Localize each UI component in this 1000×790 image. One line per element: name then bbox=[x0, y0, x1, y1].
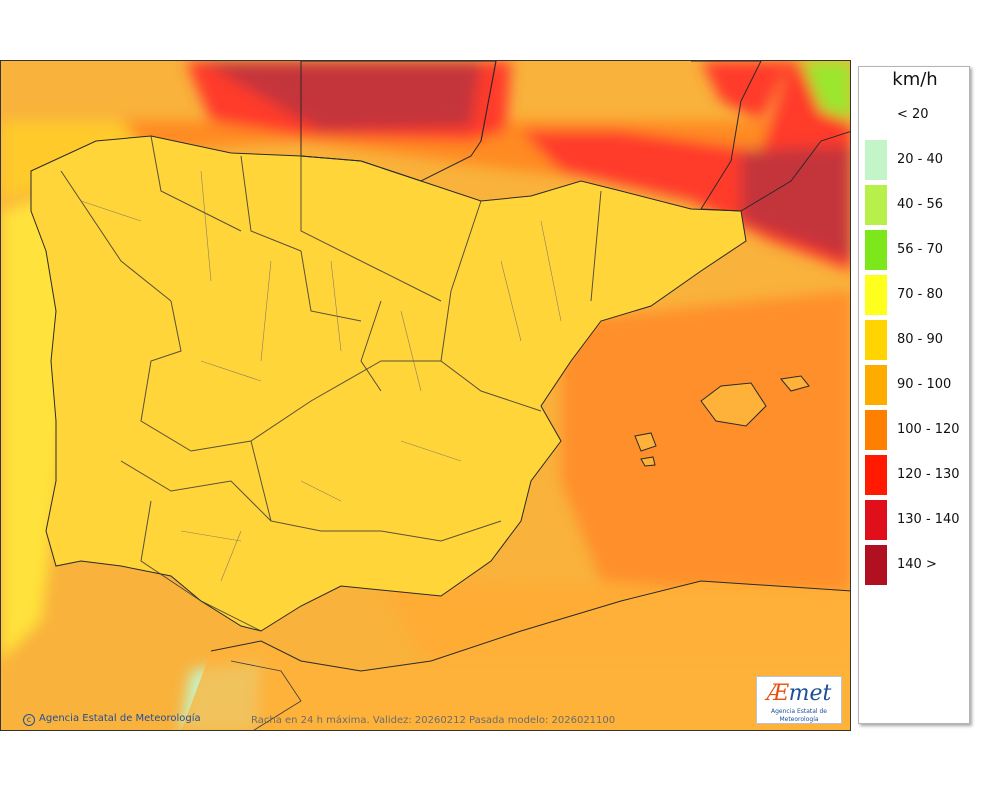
copyright-icon: c bbox=[23, 714, 35, 726]
legend-label: 70 - 80 bbox=[897, 287, 944, 302]
legend-swatch bbox=[865, 140, 887, 180]
legend-item: 80 - 90 bbox=[859, 320, 969, 360]
legend-item: 20 - 40 bbox=[859, 140, 969, 180]
color-legend: km/h < 20 20 - 40 40 - 56 56 - 70 70 - 80 80 … bbox=[858, 66, 970, 724]
land-africa bbox=[181, 580, 850, 730]
legend-item: 56 - 70 bbox=[859, 230, 969, 270]
legend-label: 56 - 70 bbox=[897, 242, 944, 257]
legend-swatch bbox=[865, 410, 887, 450]
map-canvas bbox=[1, 61, 850, 730]
legend-item: 40 - 56 bbox=[859, 185, 969, 225]
legend-item: < 20 bbox=[859, 95, 969, 135]
land-france bbox=[300, 61, 850, 212]
legend-label: 90 - 100 bbox=[897, 377, 952, 392]
legend-label: 40 - 56 bbox=[897, 197, 944, 212]
agency-credit-text: Agencia Estatal de Meteorología bbox=[39, 713, 201, 724]
legend-item: 130 - 140 bbox=[859, 500, 969, 540]
legend-swatch bbox=[865, 275, 887, 315]
legend-swatch bbox=[865, 545, 887, 585]
legend-label: < 20 bbox=[897, 107, 929, 122]
map-caption: Racha en 24 h máxima. Validez: 20260212 … bbox=[251, 715, 616, 726]
legend-swatch bbox=[865, 320, 887, 360]
legend-label: 20 - 40 bbox=[897, 152, 944, 167]
legend-swatch bbox=[865, 230, 887, 270]
legend-label: 140 > bbox=[897, 557, 937, 572]
legend-swatch bbox=[865, 455, 887, 495]
legend-unit: km/h bbox=[892, 69, 938, 90]
legend-label: 80 - 90 bbox=[897, 332, 944, 347]
legend-swatch bbox=[865, 365, 887, 405]
legend-swatch bbox=[865, 95, 887, 135]
legend-item: 140 > bbox=[859, 545, 969, 585]
aemet-logo-mark: Æmet bbox=[766, 681, 832, 706]
legend-label: 120 - 130 bbox=[897, 467, 960, 482]
legend-label: 130 - 140 bbox=[897, 512, 960, 527]
wind-gust-map: c Agencia Estatal de Meteorología Racha e… bbox=[0, 60, 851, 731]
aemet-logo-subtitle: Agencia Estatal de Meteorología bbox=[770, 708, 827, 723]
legend-item: 70 - 80 bbox=[859, 275, 969, 315]
balearic-islands bbox=[634, 375, 810, 467]
legend-item: 100 - 120 bbox=[859, 410, 969, 450]
legend-label: 100 - 120 bbox=[897, 422, 960, 437]
legend-item: 120 - 130 bbox=[859, 455, 969, 495]
aemet-logo: Æmet Agencia Estatal de Meteorología bbox=[756, 676, 842, 724]
agency-credit: c Agencia Estatal de Meteorología bbox=[23, 713, 201, 726]
legend-swatch bbox=[865, 500, 887, 540]
legend-item: 90 - 100 bbox=[859, 365, 969, 405]
legend-swatch bbox=[865, 185, 887, 225]
